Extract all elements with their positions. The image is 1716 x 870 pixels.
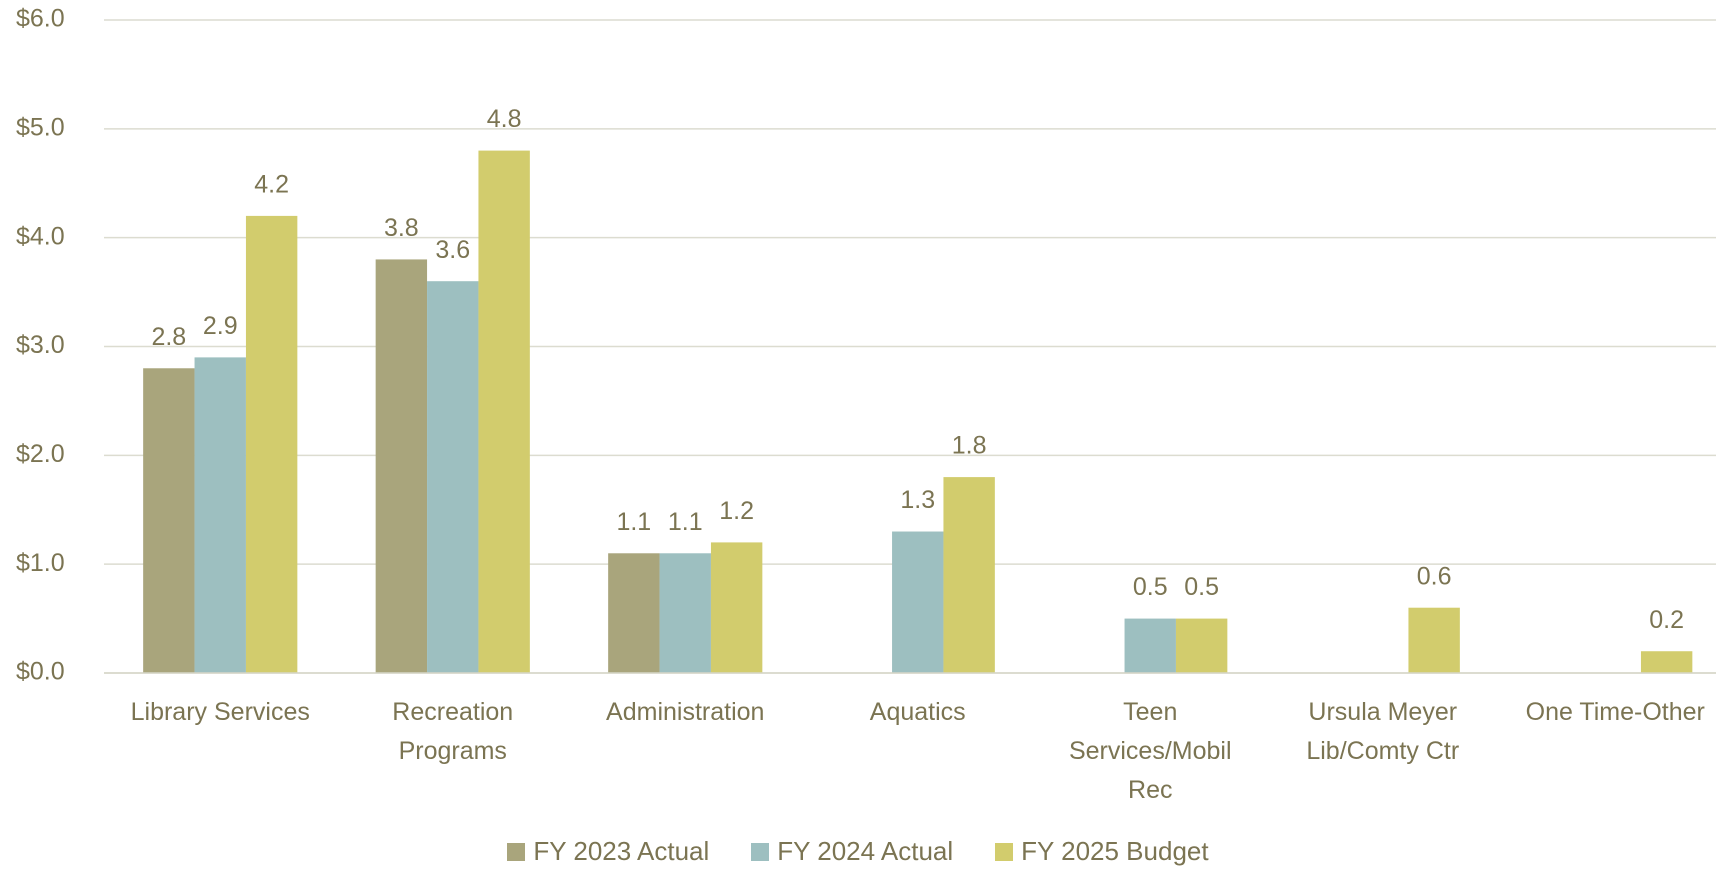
bar — [608, 553, 660, 673]
legend-item: FY 2025 Budget — [995, 836, 1209, 867]
data-label: 0.6 — [1417, 562, 1452, 590]
bar — [943, 477, 995, 673]
y-tick-label: $1.0 — [16, 549, 65, 577]
legend-item: FY 2023 Actual — [507, 836, 709, 867]
data-label: 4.8 — [487, 105, 522, 133]
data-label: 4.2 — [254, 171, 289, 199]
bar — [659, 553, 711, 673]
bar — [1408, 607, 1460, 673]
x-tick-label: Aquatics — [869, 698, 966, 726]
y-tick-label: $3.0 — [16, 331, 65, 359]
y-tick-label: $0.0 — [16, 658, 65, 686]
legend-swatch — [507, 842, 526, 861]
legend-label: FY 2024 Actual — [777, 836, 954, 866]
bar — [710, 542, 763, 673]
legend-swatch — [751, 842, 770, 861]
bar — [1640, 651, 1693, 673]
y-tick-label: $2.0 — [16, 440, 65, 468]
data-label: 3.6 — [435, 236, 470, 264]
x-tick-label: Library Services — [130, 698, 310, 726]
legend-label: FY 2023 Actual — [533, 836, 710, 866]
bar — [194, 357, 246, 673]
y-tick-label: $5.0 — [16, 113, 65, 141]
x-tick-label: Teen Services/Mobil Rec — [1068, 698, 1232, 804]
data-label: 1.1 — [668, 508, 703, 536]
x-tick-label: Administration — [606, 698, 765, 726]
data-label: 0.2 — [1649, 606, 1684, 634]
bar — [1175, 618, 1228, 673]
x-tick-label: Recreation Programs — [392, 698, 514, 765]
x-tick-label: Ursula Meyer Lib/Comty Ctr — [1306, 698, 1460, 765]
legend-label: FY 2025 Budget — [1021, 836, 1209, 866]
data-label: 3.8 — [384, 214, 419, 242]
bar — [427, 281, 479, 673]
data-label: 0.5 — [1184, 573, 1219, 601]
y-tick-label: $6.0 — [16, 5, 65, 33]
data-label: 2.8 — [151, 323, 186, 351]
data-label: 1.3 — [900, 486, 935, 514]
y-tick-label: $4.0 — [16, 222, 65, 250]
bar — [892, 531, 944, 673]
bar — [478, 150, 530, 674]
x-tick-label: One Time-Other — [1525, 698, 1705, 726]
data-label: 0.5 — [1133, 573, 1168, 601]
bar — [245, 215, 298, 673]
bar — [375, 259, 428, 673]
legend: FY 2023 Actual FY 2024 Actual FY 2025 Budg… — [0, 836, 1716, 867]
data-label: 1.1 — [616, 508, 651, 536]
bar — [143, 368, 195, 673]
data-label: 1.2 — [719, 497, 754, 525]
data-label: 1.8 — [952, 432, 987, 460]
legend-swatch — [995, 842, 1014, 861]
bar — [1124, 618, 1176, 673]
legend-item: FY 2024 Actual — [751, 836, 953, 867]
data-label: 2.9 — [203, 312, 238, 340]
